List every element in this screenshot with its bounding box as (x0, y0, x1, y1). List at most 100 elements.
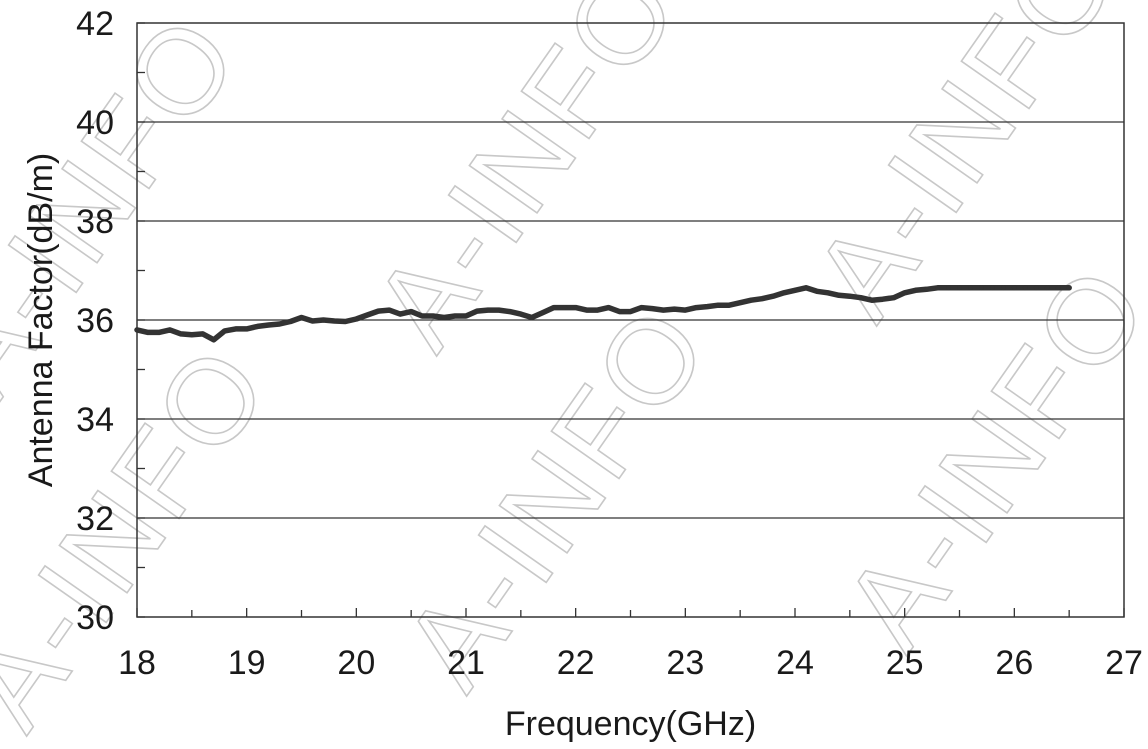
data-point (386, 307, 392, 313)
data-point (858, 295, 864, 301)
data-point (463, 313, 469, 319)
data-point (880, 296, 886, 302)
data-point (310, 318, 315, 324)
data-point (288, 319, 293, 324)
x-tick-label: 22 (557, 644, 595, 682)
x-tick-label: 27 (1105, 644, 1143, 682)
data-point (1066, 285, 1072, 291)
x-tick-label: 24 (776, 644, 814, 682)
data-point (474, 308, 480, 314)
y-tick-labels: 30 32 34 36 38 40 42 (76, 5, 114, 637)
x-tick-label: 23 (666, 644, 704, 682)
data-point (277, 321, 282, 327)
data-point (836, 292, 842, 298)
data-point (584, 307, 589, 313)
data-point (364, 312, 370, 318)
data-point (397, 311, 403, 317)
data-point (145, 330, 151, 335)
data-point (332, 318, 337, 324)
data-point (178, 331, 184, 337)
data-point (529, 315, 535, 320)
data-point (847, 293, 853, 299)
data-point (255, 324, 260, 329)
x-tick-label: 18 (118, 644, 156, 682)
x-tick-label: 19 (228, 644, 266, 682)
data-point (419, 313, 425, 319)
data-point (156, 330, 162, 335)
data-point (562, 305, 568, 310)
data-point (408, 309, 414, 314)
data-point (759, 296, 765, 302)
data-point (913, 287, 918, 293)
data-point (321, 317, 326, 323)
data-point (737, 300, 743, 306)
data-point (902, 290, 908, 296)
data-point (715, 302, 721, 308)
data-point (551, 305, 557, 310)
data-point (595, 307, 600, 313)
data-point (452, 313, 458, 319)
data-point (233, 326, 239, 332)
data-point (1055, 285, 1061, 291)
data-point (266, 322, 271, 328)
data-point (792, 287, 798, 293)
data-point (573, 305, 579, 310)
data-point (540, 310, 546, 315)
data-point (1044, 285, 1050, 291)
y-tick-label: 38 (76, 203, 114, 241)
data-point (375, 308, 381, 314)
data-point (167, 327, 173, 333)
data-point (869, 297, 875, 303)
data-point (244, 326, 250, 332)
data-point (628, 309, 633, 314)
data-point (441, 315, 447, 320)
data-point (189, 332, 195, 338)
data-point (496, 307, 502, 313)
axis-ticks (136, 22, 1125, 618)
data-point (957, 285, 962, 291)
x-tick-labels: 18 19 20 21 22 23 24 25 26 27 (118, 644, 1143, 682)
data-point (672, 306, 677, 312)
data-point (1033, 285, 1039, 291)
data-point (891, 295, 897, 301)
data-point (430, 313, 436, 319)
data-point (770, 293, 776, 299)
y-axis-title: Antenna Factor(dB/m) (22, 153, 60, 487)
data-point (639, 305, 644, 310)
data-point (222, 328, 228, 334)
data-point (211, 337, 217, 343)
data-point (299, 315, 304, 320)
data-point (485, 307, 491, 313)
y-tick-label: 32 (76, 500, 114, 538)
data-point (924, 286, 929, 292)
data-point (803, 285, 809, 291)
plot-frame (136, 22, 1125, 618)
data-point (825, 290, 831, 296)
series-layer (134, 285, 1072, 343)
x-tick-label: 25 (886, 644, 924, 682)
data-point (650, 306, 655, 311)
x-tick-label: 26 (995, 644, 1033, 682)
data-point (1022, 285, 1028, 291)
data-point (343, 319, 348, 324)
data-point (748, 297, 754, 303)
x-tick-label: 21 (447, 644, 485, 682)
data-point (704, 304, 710, 309)
y-tick-label: 36 (76, 302, 114, 340)
data-point (990, 285, 995, 291)
data-point (968, 285, 973, 291)
data-point (518, 311, 524, 317)
data-point (200, 331, 206, 337)
y-tick-label: 40 (76, 104, 114, 142)
data-point (606, 305, 611, 310)
data-point (617, 309, 622, 314)
x-axis-title: Frequency(GHz) (505, 705, 756, 743)
data-point (507, 309, 513, 314)
y-tick-label: 34 (76, 401, 114, 439)
data-point (661, 307, 666, 313)
data-point (946, 285, 951, 291)
data-point (935, 285, 940, 291)
y-tick-label: 42 (76, 5, 114, 43)
